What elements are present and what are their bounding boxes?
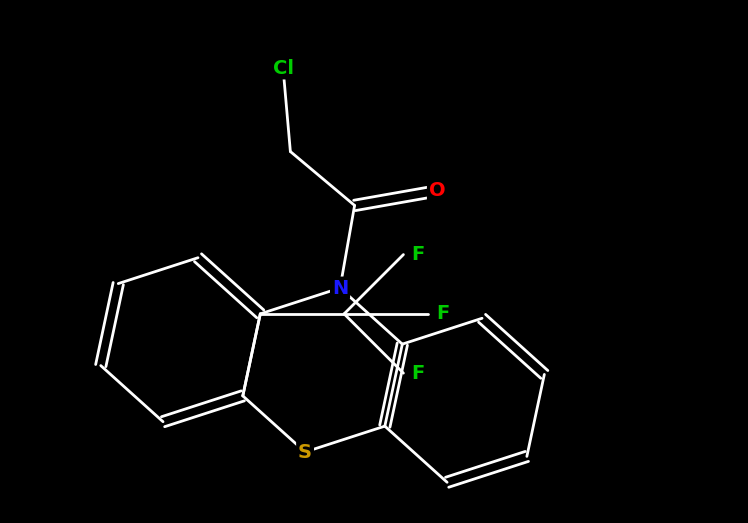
Text: O: O: [429, 181, 446, 200]
Text: F: F: [411, 363, 425, 383]
Text: N: N: [332, 279, 348, 298]
Text: F: F: [436, 304, 450, 323]
Text: F: F: [411, 245, 425, 264]
Text: S: S: [298, 442, 312, 461]
Text: Cl: Cl: [272, 59, 293, 77]
